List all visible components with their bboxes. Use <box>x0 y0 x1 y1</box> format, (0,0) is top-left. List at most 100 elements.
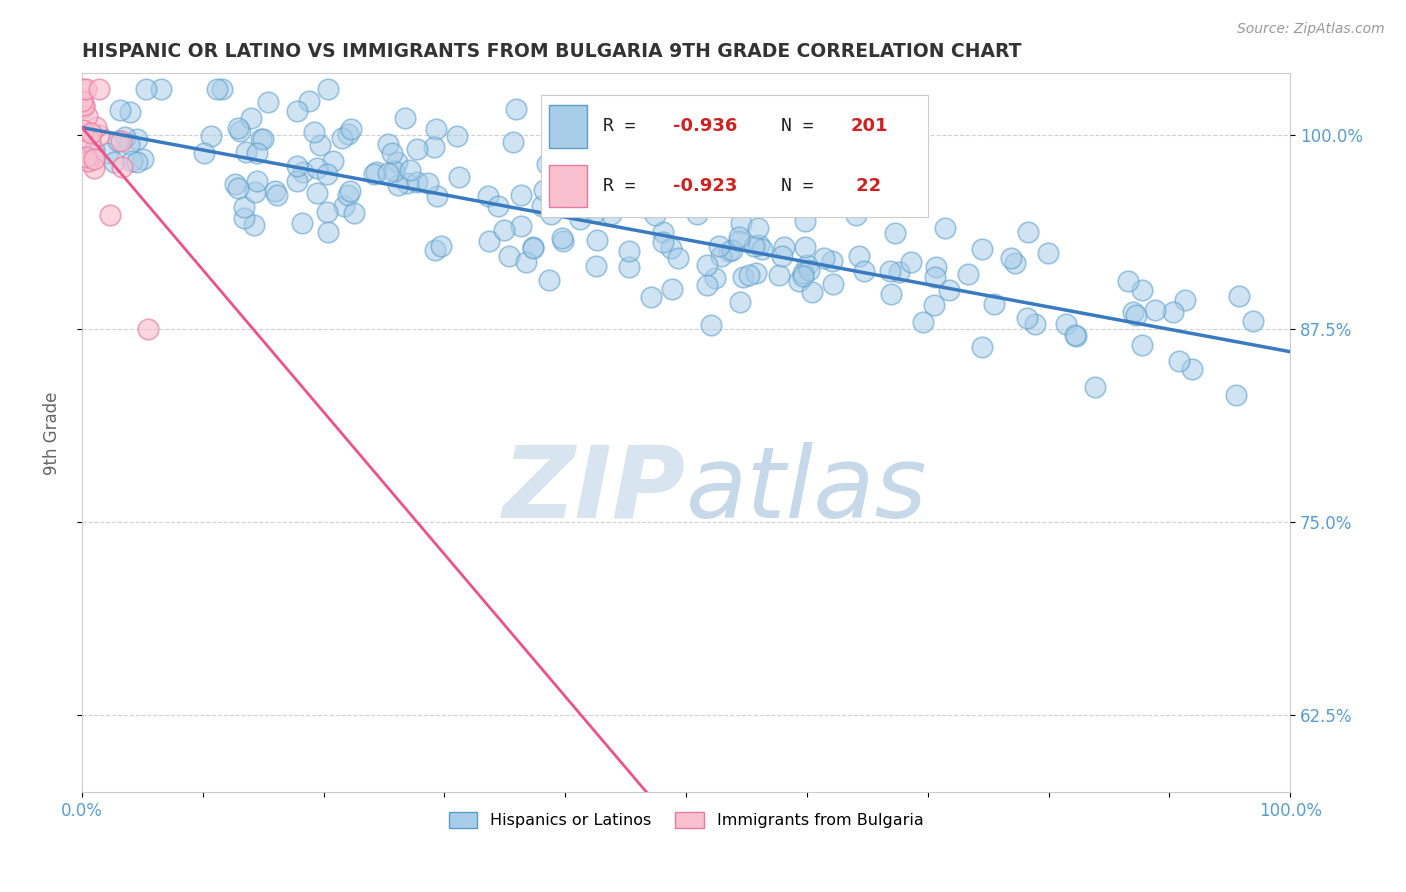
Point <box>820 253 842 268</box>
Point <box>747 220 769 235</box>
Point <box>363 167 385 181</box>
Point <box>98 208 121 222</box>
Point <box>336 127 359 141</box>
Point <box>1161 305 1184 319</box>
Point <box>522 241 544 255</box>
Point <box>118 137 141 152</box>
Point <box>83 148 105 162</box>
Point <box>505 102 527 116</box>
Point <box>498 249 520 263</box>
Point <box>583 176 606 190</box>
Point <box>193 145 215 160</box>
Point <box>395 177 418 191</box>
Point <box>766 194 789 209</box>
Point <box>751 242 773 256</box>
Point <box>135 82 157 96</box>
Point <box>533 183 555 197</box>
Point <box>387 178 409 193</box>
Y-axis label: 9th Grade: 9th Grade <box>44 392 60 475</box>
Point <box>285 159 308 173</box>
Point <box>540 207 562 221</box>
Point <box>730 217 752 231</box>
Point <box>84 120 107 134</box>
Point <box>426 188 449 202</box>
Point <box>406 142 429 156</box>
Point <box>343 205 366 219</box>
Point <box>614 196 637 211</box>
Point <box>593 178 616 192</box>
Point <box>728 229 751 244</box>
Point <box>889 264 911 278</box>
Point <box>77 154 100 169</box>
Point <box>696 259 718 273</box>
Point <box>502 135 524 149</box>
Point <box>229 123 252 137</box>
Point <box>821 277 844 291</box>
Point <box>72 94 94 108</box>
Point <box>425 122 447 136</box>
Point <box>912 315 935 329</box>
Point <box>793 214 815 228</box>
Point <box>72 100 94 114</box>
Point <box>595 148 617 162</box>
Point <box>118 105 141 120</box>
Text: atlas: atlas <box>686 442 928 539</box>
Point <box>633 200 655 214</box>
Point <box>718 186 741 201</box>
Point <box>339 184 361 198</box>
Point <box>659 241 682 255</box>
Point <box>333 199 356 213</box>
Point <box>492 223 515 237</box>
Point <box>75 150 97 164</box>
Point <box>305 161 328 175</box>
Point <box>447 170 470 185</box>
Point <box>1167 353 1189 368</box>
Point <box>884 226 907 240</box>
Point <box>934 220 956 235</box>
Point <box>330 131 353 145</box>
Point <box>1118 273 1140 287</box>
Point <box>1144 303 1167 318</box>
Point <box>110 160 132 174</box>
Point <box>1017 225 1039 239</box>
Point <box>813 251 835 265</box>
Point <box>970 340 993 354</box>
Point <box>848 249 870 263</box>
Point <box>423 244 446 258</box>
Point <box>205 82 228 96</box>
Point <box>385 155 408 169</box>
Point <box>83 161 105 175</box>
Point <box>315 167 337 181</box>
Point <box>738 268 761 282</box>
Point <box>924 270 946 285</box>
Point <box>551 231 574 245</box>
Point <box>1017 311 1039 326</box>
Point <box>486 199 509 213</box>
Point <box>938 283 960 297</box>
Point <box>83 143 105 157</box>
Point <box>107 134 129 148</box>
Point <box>287 104 309 119</box>
Point <box>138 321 160 335</box>
Point <box>879 286 901 301</box>
Point <box>772 240 794 254</box>
Point <box>381 146 404 161</box>
Point <box>797 262 820 277</box>
Point <box>121 154 143 169</box>
Point <box>1038 246 1060 260</box>
Point <box>730 294 752 309</box>
Point <box>75 82 97 96</box>
Point <box>585 233 607 247</box>
Point <box>652 235 675 249</box>
Point <box>150 82 173 96</box>
Point <box>853 264 876 278</box>
Point <box>477 234 499 248</box>
Point <box>226 120 249 135</box>
Point <box>72 123 94 137</box>
Point <box>787 274 810 288</box>
Point <box>536 157 558 171</box>
Point <box>522 240 544 254</box>
Point <box>377 136 399 151</box>
Point <box>510 187 533 202</box>
Point <box>79 126 101 140</box>
